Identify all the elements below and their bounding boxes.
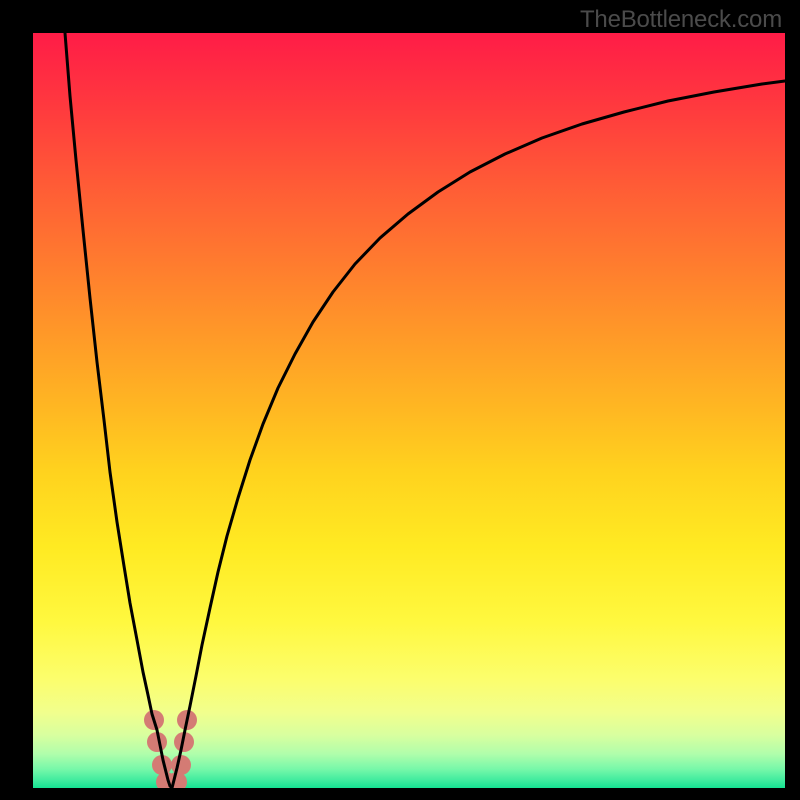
plot-area: [33, 33, 785, 788]
gradient-background: [33, 33, 785, 788]
chart-container: TheBottleneck.com: [0, 0, 800, 800]
watermark-text: TheBottleneck.com: [580, 6, 782, 34]
